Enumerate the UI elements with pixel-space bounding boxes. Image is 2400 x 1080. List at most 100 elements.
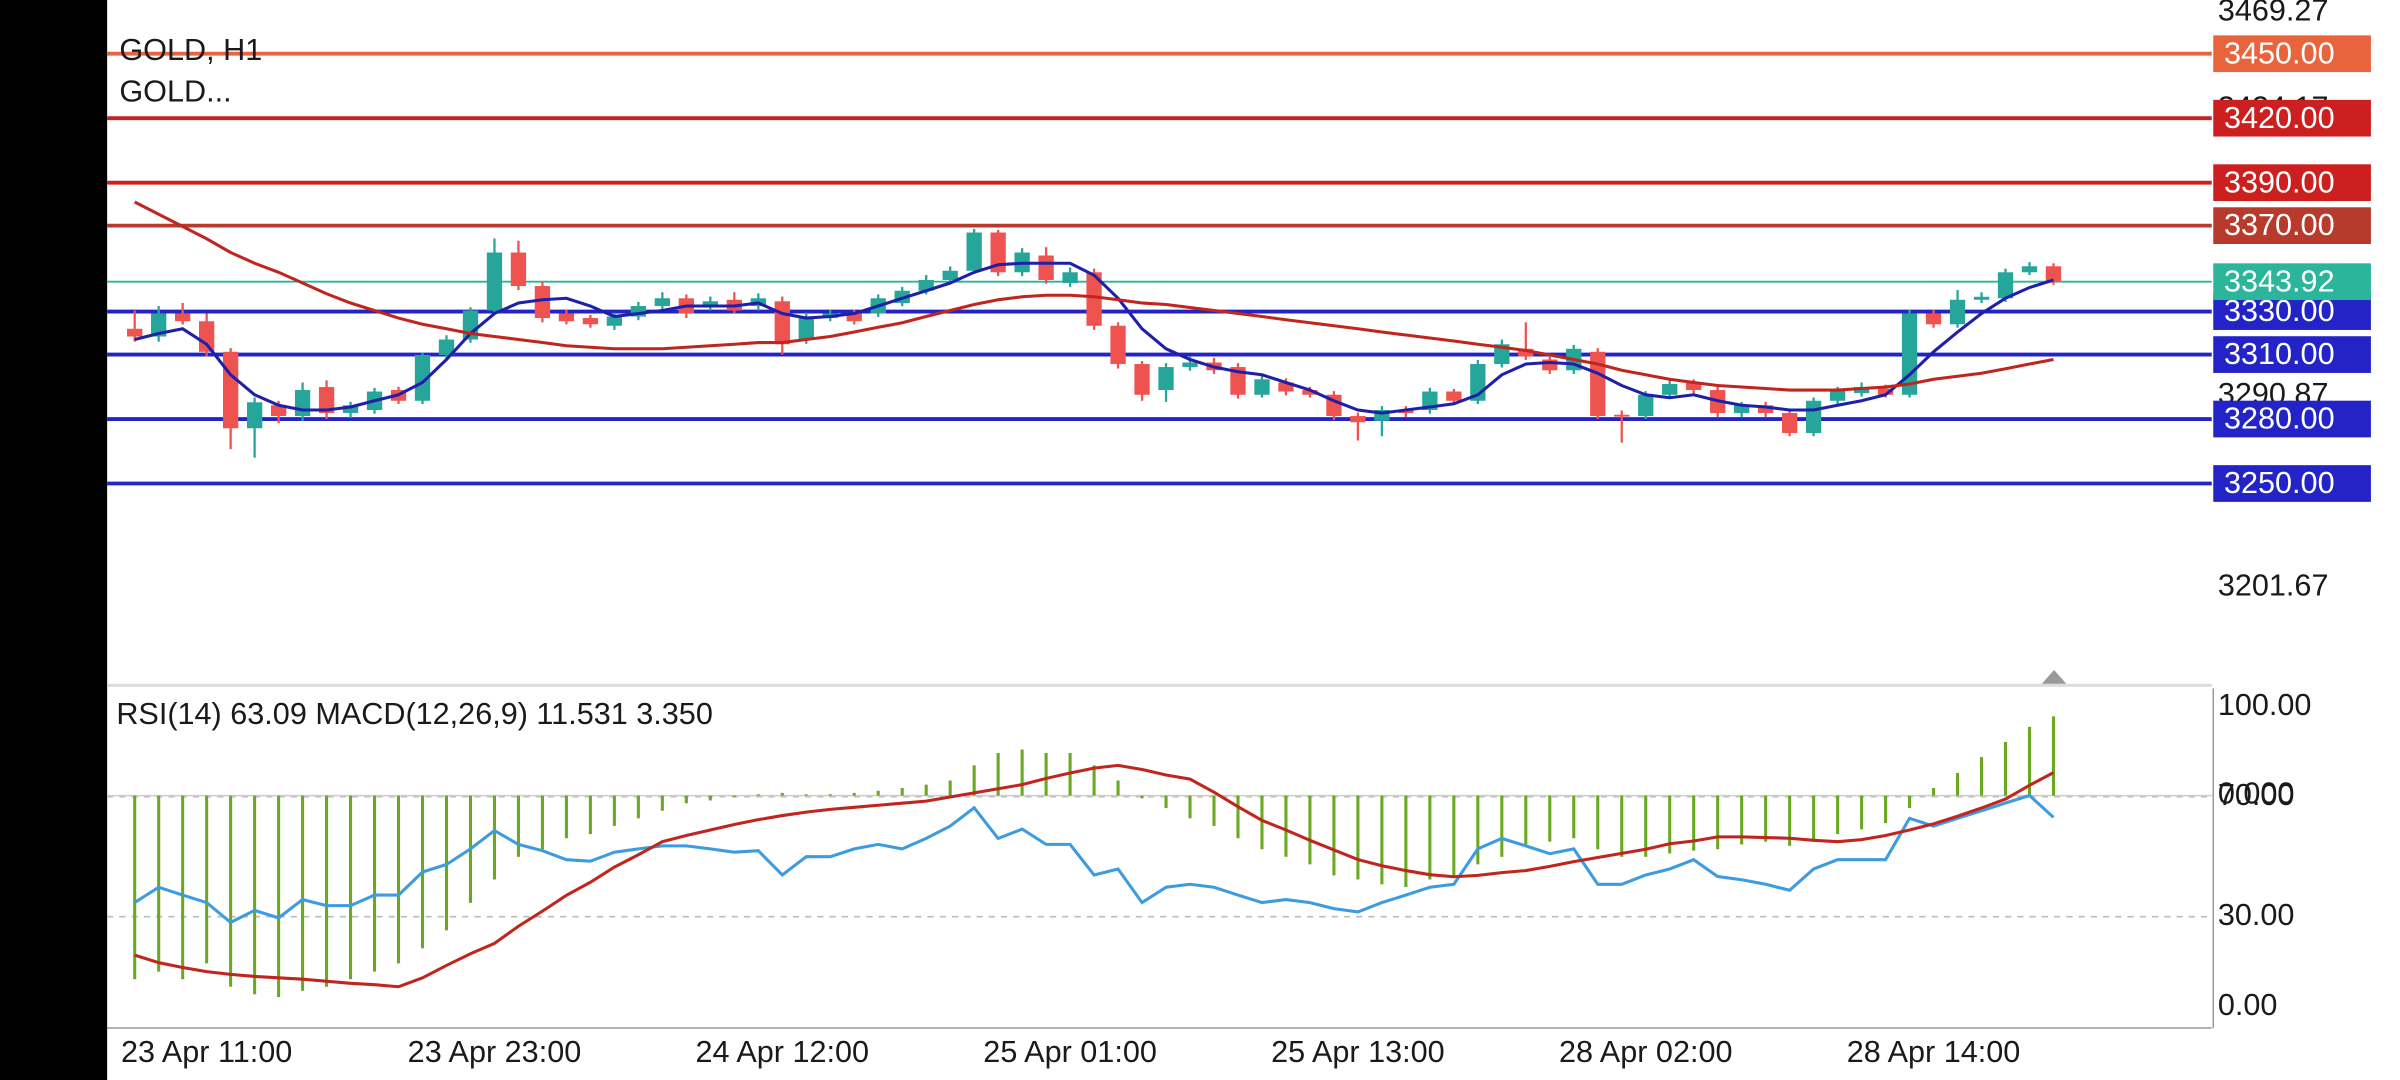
candle-body bbox=[151, 313, 167, 337]
price-level-label: 3420.00 bbox=[2224, 101, 2335, 135]
candle-body bbox=[1925, 313, 1942, 325]
price-level-tag bbox=[2213, 465, 2371, 502]
candle-body bbox=[1973, 296, 1990, 300]
histogram-bar bbox=[1428, 795, 1432, 880]
candle-body bbox=[1758, 405, 1774, 414]
histogram-bar bbox=[756, 794, 760, 796]
indicator-title: RSI(14) 63.09 MACD(12,26,9) 11.531 3.350 bbox=[116, 697, 713, 731]
candle-body bbox=[1062, 272, 1078, 284]
candle-body bbox=[294, 390, 311, 417]
candle-body bbox=[175, 313, 191, 322]
histogram-bar bbox=[1788, 795, 1792, 846]
candle-body bbox=[1182, 362, 1198, 368]
histogram-bar bbox=[852, 792, 856, 796]
y-tick-label: 100.00 bbox=[2218, 688, 2312, 722]
candle-body bbox=[654, 298, 671, 307]
candle-body bbox=[1542, 359, 1558, 371]
price-level-tag bbox=[2213, 99, 2371, 137]
candle-body bbox=[630, 306, 647, 317]
price-level-label: 3250.00 bbox=[2224, 466, 2335, 500]
histogram-bar bbox=[229, 795, 233, 987]
histogram-bar bbox=[660, 795, 664, 811]
candle-body bbox=[1734, 405, 1750, 414]
histogram-bar bbox=[1836, 795, 1840, 835]
histogram-bar bbox=[1260, 795, 1264, 850]
price-level-tag bbox=[2213, 35, 2371, 73]
candle-body bbox=[342, 405, 359, 414]
histogram-bar bbox=[1884, 795, 1888, 824]
histogram-bar bbox=[516, 795, 520, 857]
histogram-bar bbox=[540, 795, 544, 850]
histogram-bar bbox=[205, 795, 209, 964]
price-level-tag bbox=[2213, 336, 2371, 373]
histogram-bar bbox=[1692, 795, 1696, 851]
histogram-bar bbox=[1979, 757, 1984, 796]
candle-body bbox=[1038, 255, 1054, 281]
candle-body bbox=[1230, 367, 1246, 395]
price-level-label: 3450.00 bbox=[2224, 36, 2335, 70]
candle-body bbox=[990, 232, 1006, 273]
candle-body bbox=[1686, 382, 1702, 391]
x-tick-label: 28 Apr 02:00 bbox=[1559, 1035, 1733, 1069]
histogram-bar bbox=[1404, 795, 1408, 888]
candle-body bbox=[510, 252, 527, 287]
histogram-bar bbox=[1932, 788, 1936, 796]
histogram-bar bbox=[133, 795, 137, 980]
price-level-label: 3390.00 bbox=[2224, 165, 2335, 199]
candle-body bbox=[1997, 272, 2014, 299]
histogram-bar bbox=[1044, 753, 1048, 796]
indicator-line bbox=[134, 763, 2055, 989]
histogram-bar bbox=[1092, 765, 1096, 796]
candle-body bbox=[534, 286, 551, 319]
histogram-bar bbox=[972, 765, 976, 796]
histogram-bar bbox=[684, 795, 688, 804]
histogram-bar bbox=[1380, 795, 1384, 885]
moving-average-line bbox=[133, 200, 2054, 392]
candle-body bbox=[558, 313, 575, 322]
last-price-tag bbox=[2213, 263, 2371, 301]
histogram-bar bbox=[1572, 795, 1576, 839]
histogram-bar bbox=[1476, 795, 1480, 865]
histogram-bar bbox=[1764, 795, 1768, 842]
histogram-bar bbox=[396, 795, 401, 964]
x-tick-label: 23 Apr 11:00 bbox=[121, 1035, 292, 1069]
candle-body bbox=[1302, 390, 1318, 395]
candle-body bbox=[1278, 382, 1294, 392]
y-tick-label: 70.00 bbox=[2218, 778, 2295, 812]
candle-body bbox=[702, 301, 718, 307]
histogram-bar bbox=[1668, 795, 1672, 854]
chart-subtitle: GOLD... bbox=[119, 74, 231, 108]
candle-body bbox=[198, 321, 215, 352]
histogram-bar bbox=[1452, 795, 1456, 876]
candle-body bbox=[127, 328, 143, 337]
histogram-bar bbox=[157, 795, 161, 972]
histogram-bar bbox=[636, 795, 640, 819]
y-tick-label: 3469.27 bbox=[2218, 0, 2329, 27]
histogram-bar bbox=[1188, 795, 1192, 819]
x-tick-label: 23 Apr 23:00 bbox=[408, 1035, 582, 1069]
histogram-bar bbox=[948, 780, 952, 796]
candle-body bbox=[1350, 416, 1366, 423]
price-level-label: 3310.00 bbox=[2224, 337, 2335, 371]
candle-body bbox=[438, 339, 455, 356]
candle-body bbox=[318, 387, 335, 414]
histogram-bar bbox=[1644, 795, 1648, 857]
candle-body bbox=[1829, 390, 1846, 401]
candle-body bbox=[486, 252, 503, 311]
candle-body bbox=[942, 270, 958, 281]
candle-body bbox=[1110, 325, 1126, 365]
pane-handle[interactable] bbox=[2041, 670, 2067, 684]
candle-body bbox=[246, 402, 263, 429]
price-level-tag bbox=[2213, 164, 2371, 202]
histogram-bar bbox=[708, 795, 712, 801]
x-tick-label: 25 Apr 13:00 bbox=[1271, 1035, 1445, 1069]
histogram-bar bbox=[1860, 795, 1864, 830]
candle-body bbox=[1614, 414, 1630, 417]
histogram-bar bbox=[1308, 795, 1312, 865]
candle-body bbox=[1518, 348, 1534, 357]
candle-body bbox=[1662, 384, 1678, 395]
candle-body bbox=[1901, 313, 1918, 395]
